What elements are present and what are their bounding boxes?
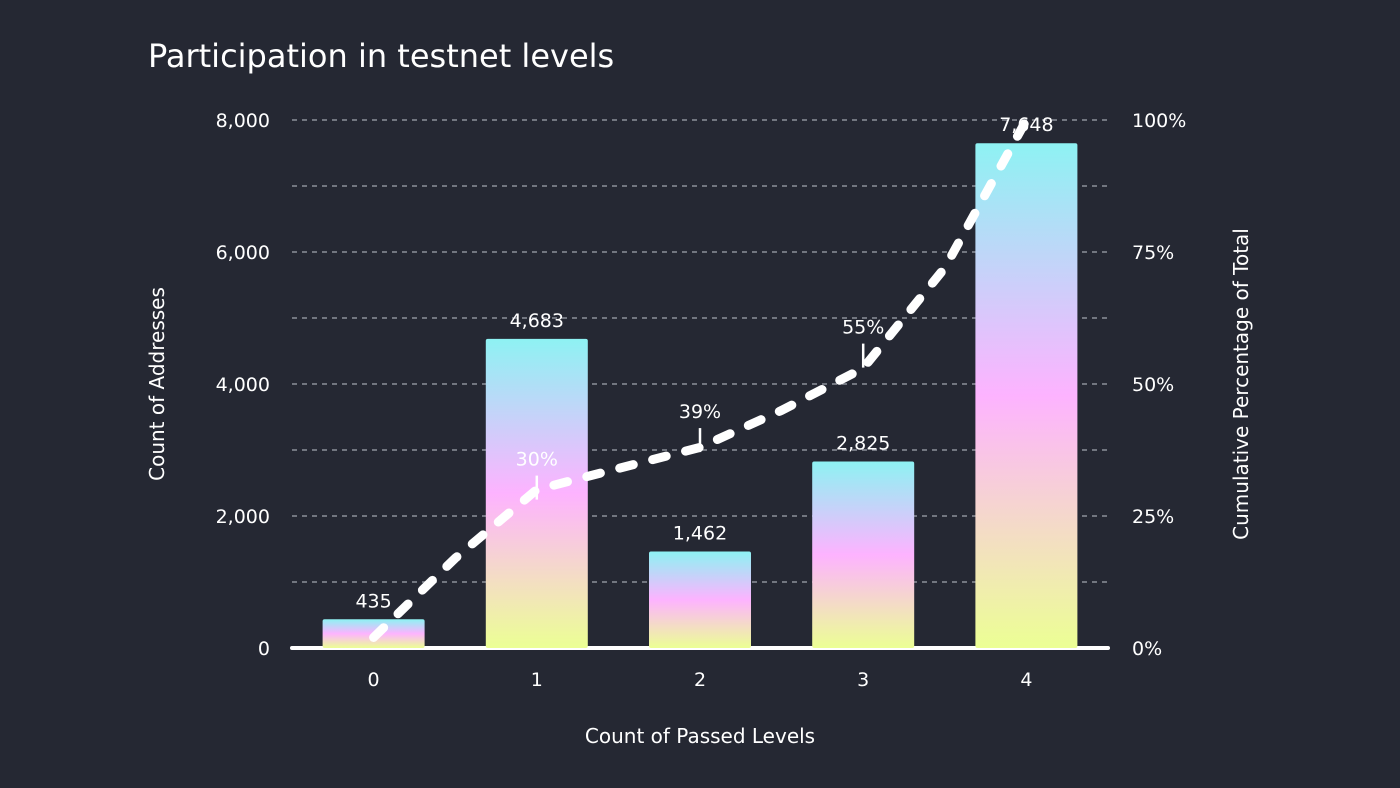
y-tick-label: 2,000	[216, 506, 270, 528]
y2-tick-label: 0%	[1132, 638, 1162, 660]
labels: 0 2,000 4,000 6,000 8,000 0% 25% 50% 75% 100% 0 1 2 3…	[216, 110, 1187, 691]
y-tick-label: 4,000	[216, 374, 270, 396]
y2-axis-label: Cumulative Percentage of Total	[1229, 228, 1253, 540]
y2-tick-label: 25%	[1132, 506, 1174, 528]
callout-label: 39%	[679, 401, 721, 423]
callout-label: 55%	[842, 317, 884, 339]
y-tick-label: 6,000	[216, 242, 270, 264]
bar-value-label: 1,462	[673, 523, 727, 545]
y2-tick-label: 100%	[1132, 110, 1186, 132]
chart-title: Participation in testnet levels	[148, 37, 614, 75]
y2-tick-label: 75%	[1132, 242, 1174, 264]
x-tick-label: 2	[694, 669, 706, 691]
y-tick-label: 0	[258, 638, 270, 660]
x-tick-label: 1	[531, 669, 543, 691]
bar-value-label: 7,648	[999, 114, 1053, 136]
bar	[975, 143, 1078, 648]
bar-value-label: 4,683	[510, 310, 564, 332]
y-axis-label: Count of Addresses	[145, 287, 169, 481]
y-tick-label: 8,000	[216, 110, 270, 132]
bar	[649, 551, 751, 648]
bar	[812, 461, 915, 648]
bar-value-label: 2,825	[836, 433, 890, 455]
callout-label: 30%	[516, 449, 558, 471]
x-tick-label: 0	[368, 669, 380, 691]
x-axis-label: Count of Passed Levels	[585, 724, 815, 748]
x-tick-label: 3	[857, 669, 869, 691]
y2-tick-label: 50%	[1132, 374, 1174, 396]
x-tick-label: 4	[1020, 669, 1032, 691]
bar-value-label: 435	[355, 590, 391, 612]
